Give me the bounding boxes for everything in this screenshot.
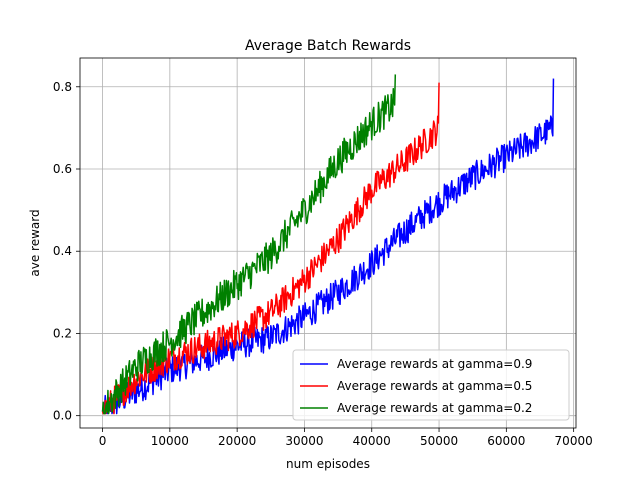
x-tick-label: 50000	[420, 434, 458, 448]
x-tick-label: 30000	[285, 434, 323, 448]
series-layer	[101, 74, 555, 415]
y-tick-label: 0.2	[53, 326, 72, 340]
legend: Average rewards at gamma=0.9 Average rew…	[292, 349, 570, 421]
x-tick-label: 20000	[218, 434, 256, 448]
x-tick-label: 10000	[151, 434, 189, 448]
plot-frame	[79, 57, 577, 429]
y-axis-label: ave reward	[28, 209, 42, 276]
legend-box	[292, 349, 570, 421]
x-tick-label: 0	[99, 434, 107, 448]
series-line-2	[101, 74, 397, 415]
legend-label-gamma-0.2: Average rewards at gamma=0.2	[337, 401, 532, 415]
legend-label-gamma-0.5: Average rewards at gamma=0.5	[337, 379, 532, 393]
x-tick-label: 70000	[555, 434, 593, 448]
axis-ticks: 0 10000 20000 30000 40000 50000 60000 70000 0.0 0…	[53, 80, 593, 448]
y-tick-label: 0.4	[53, 244, 72, 258]
x-tick-label: 40000	[353, 434, 391, 448]
y-tick-label: 0.0	[53, 409, 72, 423]
x-axis-label: num episodes	[286, 457, 370, 471]
chart-title: Average Batch Rewards	[245, 38, 411, 54]
y-tick-label: 0.6	[53, 162, 72, 176]
y-tick-label: 0.8	[53, 80, 72, 94]
legend-label-gamma-0.9: Average rewards at gamma=0.9	[337, 357, 532, 371]
x-tick-label: 60000	[487, 434, 525, 448]
